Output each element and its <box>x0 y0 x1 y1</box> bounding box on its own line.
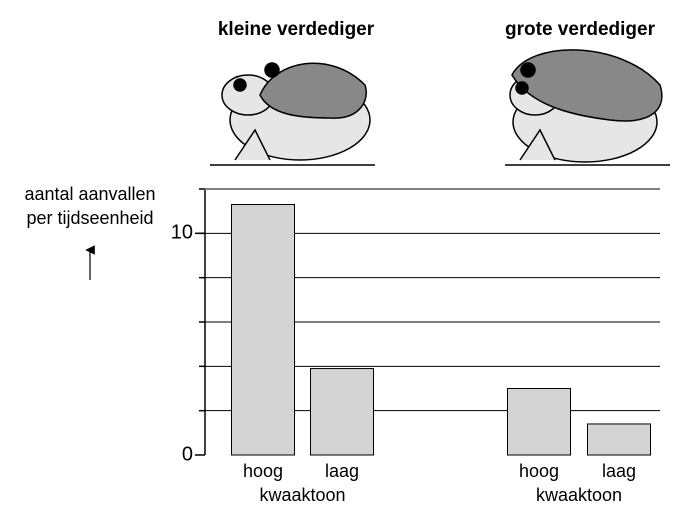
x-tick-label: hoog <box>243 461 283 481</box>
frog-illustration <box>210 63 375 165</box>
x-tick-label: laag <box>602 461 636 481</box>
x-tick-label: laag <box>325 461 359 481</box>
y-tick-label: 0 <box>182 443 193 465</box>
group-title: kleine verdediger <box>218 19 375 40</box>
x-tick-label: hoog <box>519 461 559 481</box>
y-axis-label: per tijdseenheid <box>26 208 153 228</box>
bar <box>588 424 651 455</box>
y-tick-label: 10 <box>171 222 193 244</box>
bar <box>311 369 374 455</box>
group-title: grote verdediger <box>505 19 656 40</box>
chart: aantal aanvallen per tijdseenheid 0 10 kle… <box>0 0 675 508</box>
x-axis-label: kwaaktoon <box>259 485 345 505</box>
x-axis-label: kwaaktoon <box>536 485 622 505</box>
frog-illustration <box>505 50 670 165</box>
bar <box>508 389 571 456</box>
y-axis-label: aantal aanvallen <box>24 184 155 204</box>
bar <box>232 205 295 455</box>
